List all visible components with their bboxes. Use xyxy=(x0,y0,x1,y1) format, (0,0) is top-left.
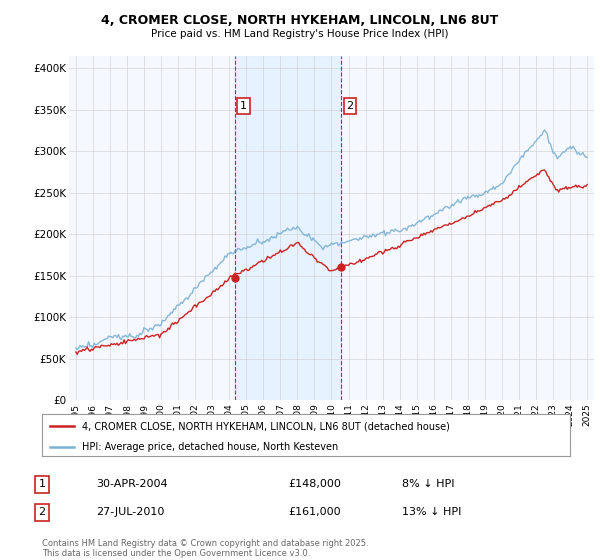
Text: 1: 1 xyxy=(240,101,247,111)
Text: £148,000: £148,000 xyxy=(288,479,341,489)
Text: 2: 2 xyxy=(38,507,46,517)
Text: 1: 1 xyxy=(38,479,46,489)
Text: 4, CROMER CLOSE, NORTH HYKEHAM, LINCOLN, LN6 8UT (detached house): 4, CROMER CLOSE, NORTH HYKEHAM, LINCOLN,… xyxy=(82,421,449,431)
Text: 8% ↓ HPI: 8% ↓ HPI xyxy=(402,479,455,489)
Text: HPI: Average price, detached house, North Kesteven: HPI: Average price, detached house, Nort… xyxy=(82,442,338,452)
Text: 27-JUL-2010: 27-JUL-2010 xyxy=(96,507,164,517)
Text: Contains HM Land Registry data © Crown copyright and database right 2025.
This d: Contains HM Land Registry data © Crown c… xyxy=(42,539,368,558)
Text: Price paid vs. HM Land Registry's House Price Index (HPI): Price paid vs. HM Land Registry's House … xyxy=(151,29,449,39)
Text: 2: 2 xyxy=(346,101,353,111)
Text: 4, CROMER CLOSE, NORTH HYKEHAM, LINCOLN, LN6 8UT: 4, CROMER CLOSE, NORTH HYKEHAM, LINCOLN,… xyxy=(101,14,499,27)
Text: 30-APR-2004: 30-APR-2004 xyxy=(96,479,167,489)
Text: £161,000: £161,000 xyxy=(288,507,341,517)
Bar xyxy=(235,56,341,400)
Text: 13% ↓ HPI: 13% ↓ HPI xyxy=(402,507,461,517)
